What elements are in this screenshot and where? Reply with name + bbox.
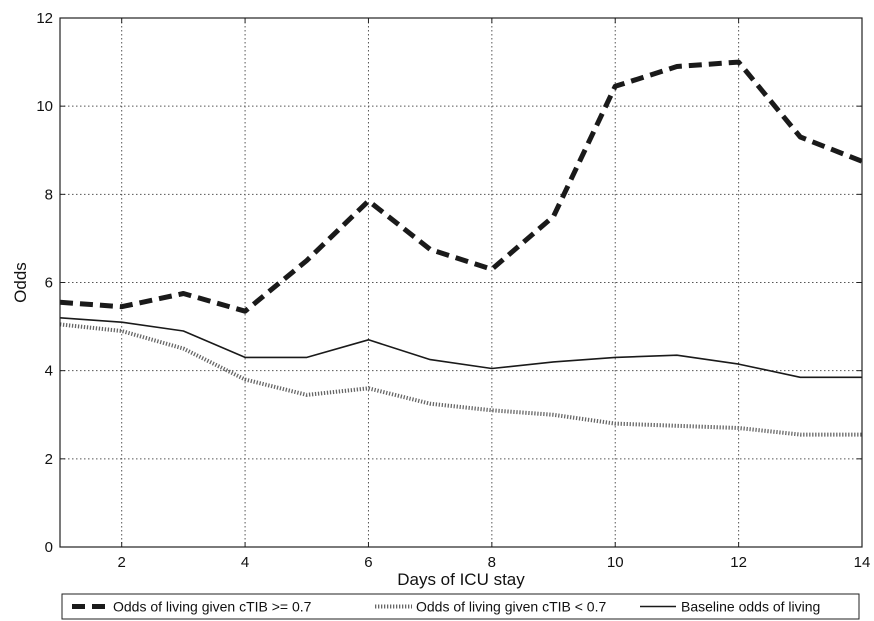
legend-label-dashed: Odds of living given cTIB >= 0.7: [113, 599, 312, 615]
x-tick-label: 12: [730, 554, 747, 571]
x-tick-label: 10: [607, 554, 624, 571]
grid-lines: [60, 18, 862, 547]
y-tick-label: 4: [45, 363, 53, 380]
y-tick-label: 10: [36, 98, 53, 115]
x-tick-label: 6: [364, 554, 372, 571]
x-tick-label: 8: [488, 554, 496, 571]
y-tick-label: 12: [36, 10, 53, 27]
series-line-dashed: [59, 59, 863, 314]
x-tick-label: 2: [118, 554, 126, 571]
y-tick-label: 2: [45, 451, 53, 468]
y-tick-label: 8: [45, 186, 53, 203]
series-line-solid: [59, 317, 862, 379]
series-line-dotted: [59, 322, 862, 437]
y-axis-title: Odds: [11, 262, 30, 303]
y-tick-label: 0: [45, 539, 53, 556]
legend-box: [61, 593, 860, 620]
axis-ticks: 2 4 6 8 10 12 14 0 2 4 6 8 10 12: [36, 10, 870, 571]
legend-label-dotted: Odds of living given cTIB < 0.7: [416, 599, 606, 615]
legend-label-solid: Baseline odds of living: [681, 599, 820, 615]
x-tick-label: 4: [241, 554, 249, 571]
x-axis-title: Days of ICU stay: [397, 570, 525, 589]
y-tick-label: 6: [45, 275, 53, 292]
legend: Odds of living given cTIB >= 0.7 Odds of…: [61, 593, 860, 620]
x-tick-label: 14: [854, 554, 871, 571]
series-lines: [59, 59, 863, 437]
